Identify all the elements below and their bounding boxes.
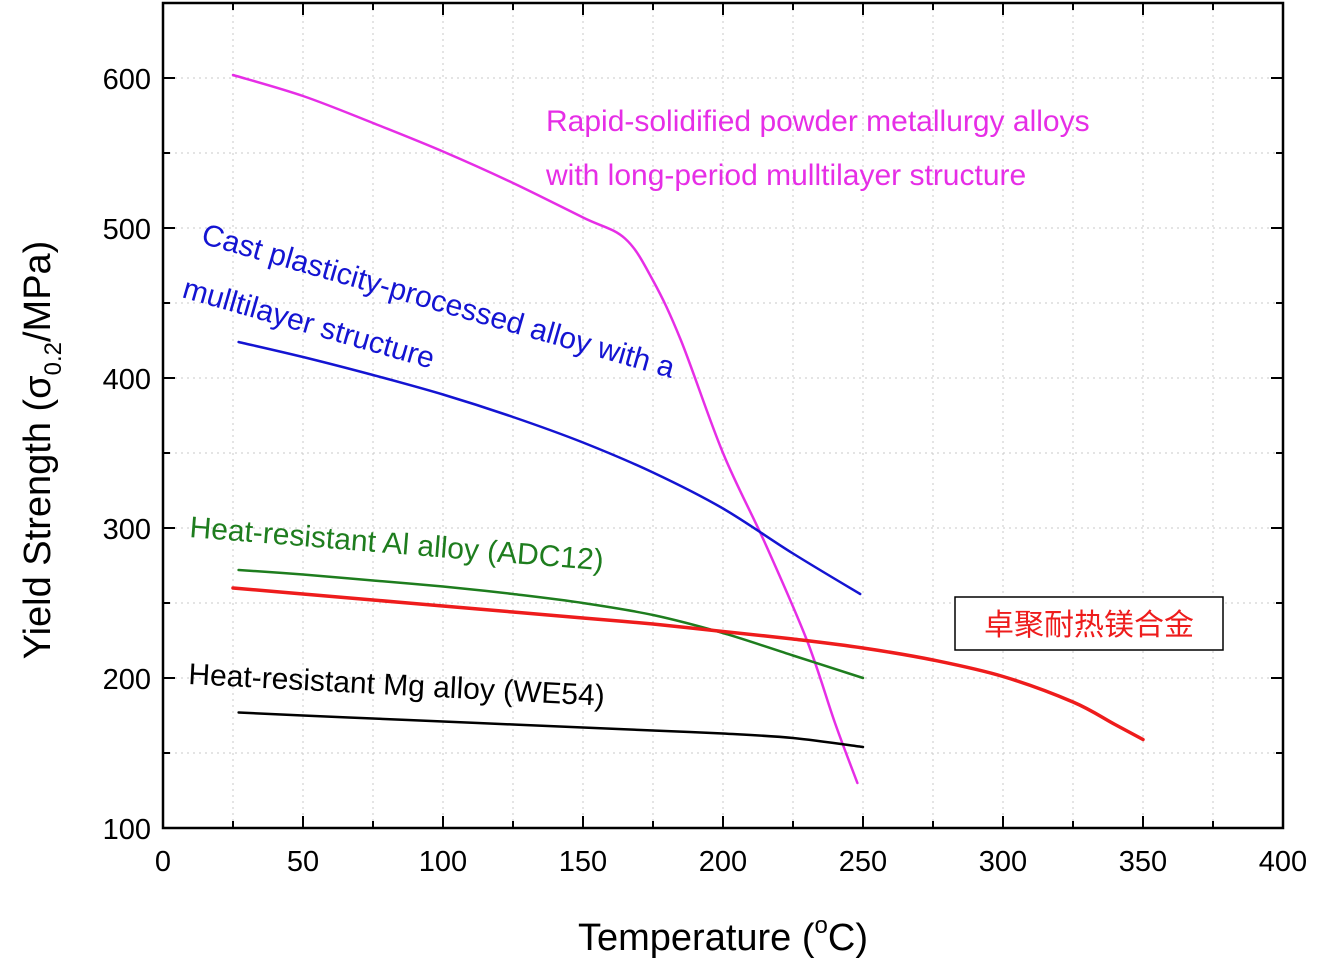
series-label-rapid-solidified-line-1: Rapid-solidified powder metallurgy alloy…: [546, 105, 1090, 138]
series-label-zhuoju-frame: [954, 596, 1224, 651]
x-tick-label: 200: [699, 846, 747, 878]
x-tick-label: 100: [419, 846, 467, 878]
x-tick-label: 350: [1119, 846, 1167, 878]
tick-layer: 0 50 100 150 200 250 300 350 400 100 200 300 400 500 6…: [103, 2, 1307, 878]
series-label-rapid-solidified-line-2: with long-period mulltilayer structure: [545, 159, 1026, 192]
series-label-zhuoju-text: 卓聚耐热镁合金: [984, 608, 1194, 643]
x-tick-label: 150: [559, 846, 607, 878]
y-axis-title: Yield Strength (σ0.2/MPa): [17, 241, 67, 660]
x-tick-label: 400: [1259, 846, 1307, 878]
series-line-zhuoju: [231, 586, 1145, 742]
y-tick-label: 300: [103, 514, 151, 546]
y-tick-label: 600: [103, 64, 151, 96]
y-tick-label: 200: [103, 664, 151, 696]
y-tick-label: 400: [103, 364, 151, 396]
series-label-zhuoju-box: 卓聚耐热镁合金: [954, 596, 1224, 651]
series-line-rapid-solidified: [231, 73, 859, 785]
y-tick-label: 100: [103, 814, 151, 846]
x-tick-label: 250: [839, 846, 887, 878]
y-tick-label: 500: [103, 214, 151, 246]
series-line-we54: [237, 711, 865, 749]
x-axis-title: Temperature (oC): [578, 912, 868, 959]
series-line-cast-plasticity: [237, 340, 862, 596]
x-tick-label: 300: [979, 846, 1027, 878]
x-tick-label: 0: [155, 846, 171, 878]
series-layer: [231, 73, 1145, 785]
series-line-adc12: [237, 568, 865, 680]
x-tick-label: 50: [287, 846, 319, 878]
